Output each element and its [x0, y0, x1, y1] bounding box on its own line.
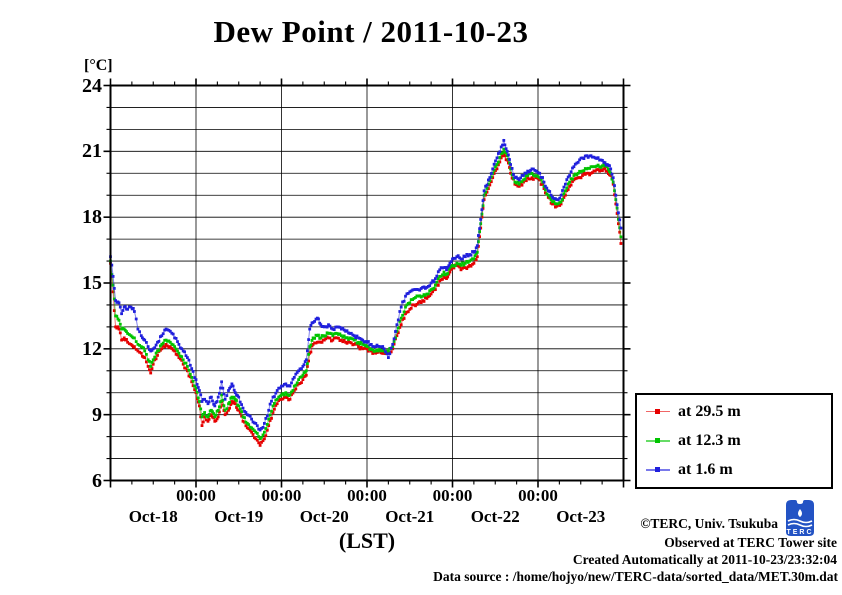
- gridlines: [110, 85, 624, 481]
- x-tick-day-label: Oct-22: [470, 507, 520, 526]
- y-tick-label: 9: [92, 403, 102, 426]
- y-tick-label: 24: [82, 74, 102, 97]
- y-tick-label: 21: [82, 140, 102, 163]
- y-tick-label: 6: [92, 469, 102, 492]
- x-tick-day-label: Oct-18: [128, 507, 178, 526]
- y-axis-unit-label: [°C]: [84, 57, 113, 74]
- copyright-text: ©TERC, Univ. Tsukuba: [640, 516, 778, 531]
- green-linespoint-icon: [646, 436, 670, 445]
- observed-site-text: Observed at TERC Tower site: [664, 535, 837, 550]
- series-at-29.5-m: [109, 152, 623, 447]
- y-tick-label: 18: [82, 206, 102, 229]
- blue-linespoint-icon: [646, 466, 670, 475]
- x-tick-day-label: Oct-23: [556, 507, 606, 526]
- legend-item-1.6m: at 1.6 m: [637, 461, 831, 479]
- legend-label: at 29.5 m: [678, 402, 741, 420]
- x-tick-time-label: 00:00: [261, 486, 302, 505]
- legend-item-29.5m: at 29.5 m: [637, 403, 831, 421]
- x-tick-time-label: 00:00: [518, 486, 558, 505]
- y-tick-label: 15: [82, 272, 102, 294]
- x-tick-time-label: 00:00: [347, 486, 387, 505]
- plot-frame: [109, 84, 625, 482]
- terc-logo-icon: TERC: [786, 500, 814, 536]
- legend-label: at 12.3 m: [678, 431, 741, 449]
- legend-label: at 1.6 m: [678, 461, 733, 479]
- y-tick-label: 12: [82, 337, 102, 360]
- svg-text:TERC: TERC: [786, 529, 813, 536]
- created-timestamp-text: Created Automatically at 2011-10-23/23:3…: [572, 552, 837, 567]
- legend-item-12.3m: at 12.3 m: [637, 432, 831, 450]
- x-tick-day-label: Oct-19: [214, 507, 264, 526]
- x-axis-label: (LST): [338, 528, 396, 553]
- x-tick-day-label: Oct-21: [385, 507, 435, 526]
- x-tick-time-label: 00:00: [176, 486, 216, 505]
- x-tick-time-label: 00:00: [432, 486, 473, 505]
- data-source-text: Data source : /home/hojyo/new/TERC-data/…: [433, 569, 838, 584]
- chart-title: Dew Point / 2011-10-23: [213, 14, 529, 49]
- legend-box: at 29.5 m at 12.3 m at 1.6 m: [635, 393, 833, 489]
- red-linespoint-icon: [646, 407, 670, 416]
- series-at-1.6-m: [109, 138, 623, 432]
- x-tick-day-label: Oct-20: [299, 507, 349, 526]
